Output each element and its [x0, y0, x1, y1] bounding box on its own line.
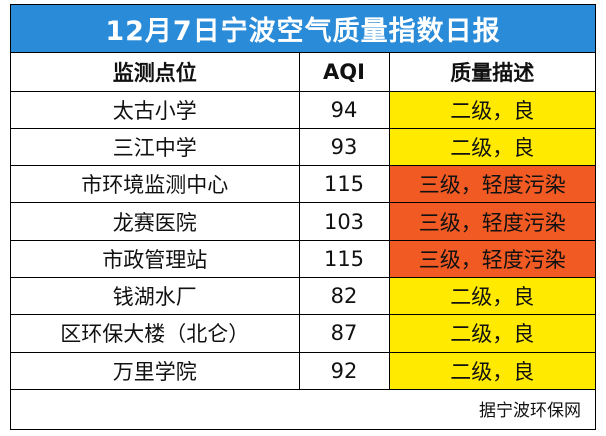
report-title: 12月7日宁波空气质量指数日报 [11, 5, 595, 53]
station-name: 区环保大楼（北仑） [11, 314, 300, 353]
table-row: 万里学院 92 二级，良 [11, 351, 595, 390]
station-name: 市政管理站 [11, 239, 300, 278]
table-row: 市政管理站 115 三级，轻度污染 [11, 239, 595, 278]
station-name: 龙赛医院 [11, 202, 300, 241]
table-row: 太古小学 94 二级，良 [11, 90, 595, 129]
aqi-value: 115 [298, 165, 390, 204]
station-name: 市环境监测中心 [11, 165, 300, 204]
table-row: 龙赛医院 103 三级，轻度污染 [11, 202, 595, 241]
quality-description: 二级，良 [388, 90, 595, 129]
station-name: 三江中学 [11, 127, 300, 167]
aqi-value: 93 [298, 127, 390, 167]
quality-description: 三级，轻度污染 [388, 239, 595, 278]
quality-description: 二级，良 [388, 127, 595, 167]
aqi-value: 82 [298, 276, 390, 316]
station-name: 万里学院 [11, 351, 300, 390]
quality-description: 二级，良 [388, 314, 595, 353]
quality-description: 二级，良 [388, 351, 595, 390]
aqi-value: 115 [298, 239, 390, 278]
source-credit: 据宁波环保网 [479, 400, 581, 421]
aqi-report-frame: 12月7日宁波空气质量指数日报 监测点位 AQI 质量描述 太古小学 94 二级… [10, 4, 596, 430]
header-quality: 质量描述 [388, 53, 595, 92]
header-aqi: AQI [298, 53, 390, 92]
table-header-row: 监测点位 AQI 质量描述 [11, 53, 595, 92]
quality-description: 三级，轻度污染 [388, 165, 595, 204]
table-row: 区环保大楼（北仑） 87 二级，良 [11, 314, 595, 353]
aqi-table: 监测点位 AQI 质量描述 太古小学 94 二级，良 三江中学 93 二级，良 … [11, 53, 595, 390]
table-row: 市环境监测中心 115 三级，轻度污染 [11, 165, 595, 204]
header-station: 监测点位 [11, 53, 300, 92]
table-row: 三江中学 93 二级，良 [11, 127, 595, 167]
aqi-value: 94 [298, 90, 390, 129]
quality-description: 二级，良 [388, 276, 595, 316]
aqi-value: 92 [298, 351, 390, 390]
aqi-value: 103 [298, 202, 390, 241]
station-name: 太古小学 [11, 90, 300, 129]
aqi-value: 87 [298, 314, 390, 353]
station-name: 钱湖水厂 [11, 276, 300, 316]
table-row: 钱湖水厂 82 二级，良 [11, 276, 595, 316]
quality-description: 三级，轻度污染 [388, 202, 595, 241]
